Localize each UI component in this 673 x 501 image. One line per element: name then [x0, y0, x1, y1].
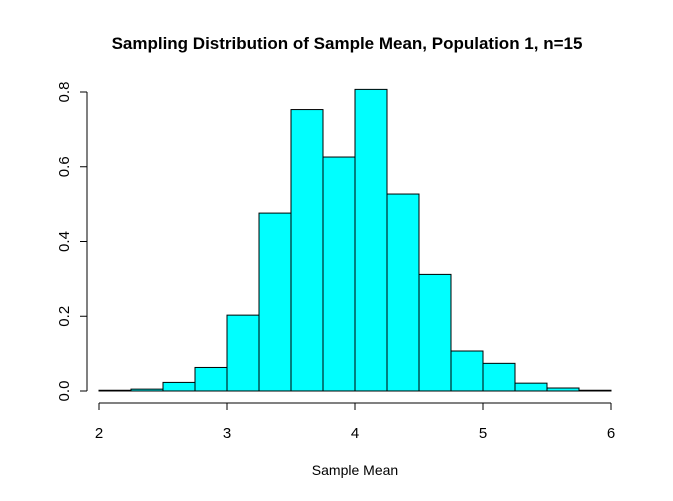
histogram-bar-2: [162, 381, 196, 392]
histogram-bar-8: [354, 88, 388, 392]
histogram-bar-15: [578, 389, 612, 392]
histogram-bar-14: [546, 387, 580, 392]
histogram-bar-6: [290, 109, 324, 392]
bars-group: [98, 88, 612, 392]
chart-title: Sampling Distribution of Sample Mean, Po…: [112, 34, 583, 53]
histogram-bar-5: [258, 212, 292, 392]
histogram-bar-7: [322, 156, 356, 392]
y-tick-label-4: 0.8: [56, 82, 73, 103]
histogram-bar-9: [386, 193, 420, 392]
histogram-bar-3: [194, 366, 228, 392]
y-tick-label-1: 0.2: [56, 306, 73, 327]
x-tick-label-2: 4: [351, 425, 359, 442]
x-tick-label-3: 5: [479, 425, 487, 442]
x-axis-label: Sample Mean: [312, 462, 398, 478]
histogram-bar-0: [98, 389, 132, 392]
x-tick-label-0: 2: [95, 425, 103, 442]
histogram-bar-11: [450, 350, 484, 392]
y-tick-label-0: 0.0: [56, 381, 73, 402]
x-tick-label-1: 3: [223, 425, 231, 442]
x-axis: 2 3 4 5 6: [95, 402, 615, 442]
histogram-bar-1: [130, 388, 164, 392]
x-tick-label-4: 6: [607, 425, 615, 442]
histogram-bar-12: [482, 362, 516, 392]
y-tick-label-2: 0.4: [56, 231, 73, 252]
histogram-bar-10: [418, 273, 452, 392]
histogram-bar-13: [514, 382, 548, 392]
histogram-bar-4: [226, 314, 260, 392]
y-tick-label-3: 0.6: [56, 156, 73, 177]
y-axis: 0.0 0.2 0.4 0.6 0.8: [56, 82, 88, 402]
